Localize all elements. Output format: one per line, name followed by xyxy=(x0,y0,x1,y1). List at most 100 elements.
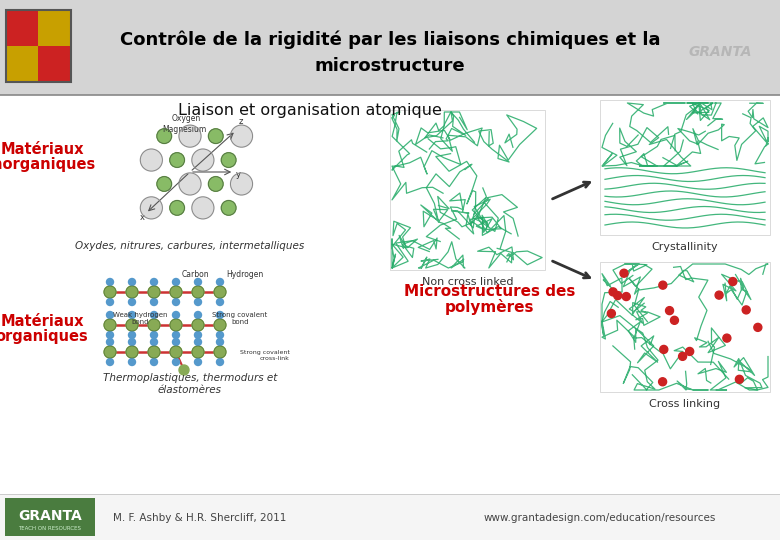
Circle shape xyxy=(194,312,201,319)
Text: M. F. Ashby & H.R. Shercliff, 2011: M. F. Ashby & H.R. Shercliff, 2011 xyxy=(113,513,287,523)
Circle shape xyxy=(172,339,179,346)
Text: Liaison et organisation atomique: Liaison et organisation atomique xyxy=(178,103,442,118)
Circle shape xyxy=(126,319,138,331)
Circle shape xyxy=(129,279,136,286)
Circle shape xyxy=(170,286,182,298)
Circle shape xyxy=(172,299,179,306)
Text: élastomères: élastomères xyxy=(158,385,222,395)
Circle shape xyxy=(660,346,668,354)
Circle shape xyxy=(723,334,731,342)
Circle shape xyxy=(753,323,762,332)
Text: Microstructures des: Microstructures des xyxy=(404,285,576,300)
Circle shape xyxy=(192,286,204,298)
Text: www.grantadesign.com/education/resources: www.grantadesign.com/education/resources xyxy=(484,513,716,523)
Text: organiques: organiques xyxy=(0,329,88,345)
Circle shape xyxy=(107,359,114,366)
Circle shape xyxy=(679,353,686,360)
Circle shape xyxy=(622,293,630,301)
Text: y: y xyxy=(236,170,240,179)
Circle shape xyxy=(194,332,201,339)
Circle shape xyxy=(686,347,693,355)
Circle shape xyxy=(194,339,201,346)
Circle shape xyxy=(214,286,226,298)
Circle shape xyxy=(107,339,114,346)
Circle shape xyxy=(157,177,172,191)
Text: Weak hydrogen
bond: Weak hydrogen bond xyxy=(113,312,167,325)
Circle shape xyxy=(151,299,158,306)
Circle shape xyxy=(148,286,160,298)
Circle shape xyxy=(192,197,214,219)
Text: z: z xyxy=(239,117,243,126)
Circle shape xyxy=(129,359,136,366)
Text: Magnesium: Magnesium xyxy=(162,125,207,134)
Circle shape xyxy=(179,173,201,195)
Circle shape xyxy=(743,306,750,314)
Text: microstructure: microstructure xyxy=(314,57,466,75)
Circle shape xyxy=(170,200,185,215)
Text: Carbon: Carbon xyxy=(181,270,209,279)
Text: polymères: polymères xyxy=(445,299,535,315)
Circle shape xyxy=(659,281,667,289)
Circle shape xyxy=(214,319,226,331)
Circle shape xyxy=(192,319,204,331)
Circle shape xyxy=(170,346,182,358)
Circle shape xyxy=(217,299,224,306)
Circle shape xyxy=(151,279,158,286)
Circle shape xyxy=(194,279,201,286)
Text: Strong covalent
bond: Strong covalent bond xyxy=(212,312,268,325)
Text: TEACH ON RESOURCES: TEACH ON RESOURCES xyxy=(19,525,81,530)
Circle shape xyxy=(192,149,214,171)
Circle shape xyxy=(658,378,667,386)
Text: Oxydes, nitrures, carbures, intermetalliques: Oxydes, nitrures, carbures, intermetalli… xyxy=(76,241,305,251)
Circle shape xyxy=(129,339,136,346)
Circle shape xyxy=(192,346,204,358)
Circle shape xyxy=(126,346,138,358)
Circle shape xyxy=(151,339,158,346)
Circle shape xyxy=(208,129,223,144)
Circle shape xyxy=(194,299,201,306)
Circle shape xyxy=(217,332,224,339)
Circle shape xyxy=(230,173,253,195)
Circle shape xyxy=(217,339,224,346)
Circle shape xyxy=(609,288,617,296)
Bar xyxy=(600,100,770,235)
Text: Matériaux: Matériaux xyxy=(0,314,83,329)
Circle shape xyxy=(729,278,737,286)
Circle shape xyxy=(179,365,189,375)
Bar xyxy=(0,95,780,495)
Circle shape xyxy=(179,125,201,147)
Text: GRANTA: GRANTA xyxy=(688,45,752,59)
Circle shape xyxy=(107,312,114,319)
Bar xyxy=(5,498,95,536)
Text: Matériaux: Matériaux xyxy=(0,143,83,158)
Circle shape xyxy=(715,291,723,299)
Bar xyxy=(6,46,38,82)
Text: Crystallinity: Crystallinity xyxy=(651,242,718,252)
Circle shape xyxy=(129,312,136,319)
Circle shape xyxy=(222,200,236,215)
Circle shape xyxy=(214,346,226,358)
Text: Oxygen: Oxygen xyxy=(172,114,201,124)
Circle shape xyxy=(104,286,116,298)
Bar xyxy=(38,46,70,82)
Circle shape xyxy=(126,286,138,298)
Circle shape xyxy=(736,375,743,383)
Bar xyxy=(38,10,70,46)
Circle shape xyxy=(157,129,172,144)
Bar xyxy=(0,0,780,95)
Text: Cross linking: Cross linking xyxy=(650,399,721,409)
Circle shape xyxy=(170,319,182,331)
Text: Strong covalent
cross-link: Strong covalent cross-link xyxy=(240,350,290,361)
Circle shape xyxy=(217,279,224,286)
Circle shape xyxy=(151,332,158,339)
Bar xyxy=(0,494,780,495)
Circle shape xyxy=(140,197,162,219)
Text: x: x xyxy=(140,213,144,222)
Text: Thermoplastiques, thermodurs et: Thermoplastiques, thermodurs et xyxy=(103,373,277,383)
Circle shape xyxy=(614,292,622,300)
Text: inorganiques: inorganiques xyxy=(0,158,96,172)
Text: GRANTA: GRANTA xyxy=(18,509,82,523)
Circle shape xyxy=(140,149,162,171)
Circle shape xyxy=(148,319,160,331)
Bar xyxy=(0,495,780,540)
